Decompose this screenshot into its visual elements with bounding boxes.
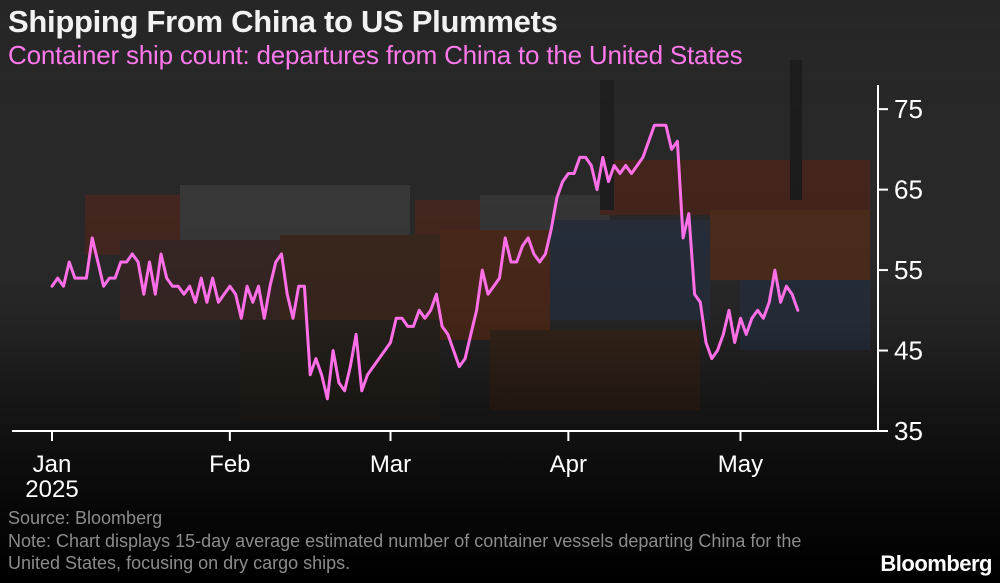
x-tick-label: May xyxy=(718,451,763,478)
y-tick-label: 55 xyxy=(894,255,923,285)
bloomberg-logo: Bloomberg xyxy=(880,551,992,576)
x-tick-label: Apr xyxy=(550,451,587,478)
chart-title: Shipping From China to US Plummets xyxy=(8,4,558,39)
chart-note: Note: Chart displays 15-day average esti… xyxy=(8,531,802,573)
x-tick-sublabel: 2025 xyxy=(25,476,78,503)
source-note: Source: Bloomberg xyxy=(8,508,163,528)
chart-subtitle: Container ship count: departures from Ch… xyxy=(8,40,743,70)
y-tick-label: 65 xyxy=(894,175,923,205)
x-tick-label: Feb xyxy=(209,451,250,478)
x-tick-label: Jan xyxy=(33,451,72,478)
y-tick-label: 75 xyxy=(894,94,923,124)
x-tick-label: Mar xyxy=(370,451,411,478)
y-tick-label: 35 xyxy=(894,416,923,446)
series-line xyxy=(50,123,800,401)
y-tick-label: 45 xyxy=(894,336,923,366)
